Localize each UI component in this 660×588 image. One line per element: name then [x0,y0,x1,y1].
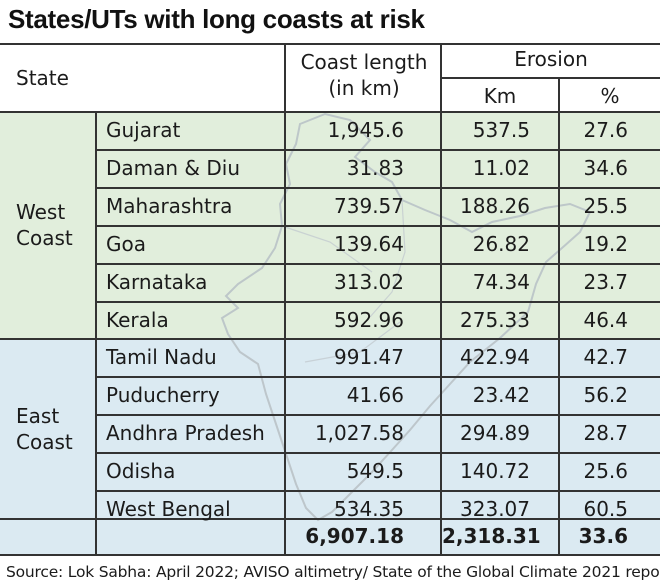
coast-length: 549.5 [346,459,404,483]
erosion-km: 140.72 [460,459,530,483]
total-coast-length: 6,907.18 [305,524,404,548]
state-name: Andhra Pradesh [106,421,265,445]
erosion-km: 537.5 [472,118,530,142]
coast-length: 41.66 [346,383,404,407]
row-rule [95,263,660,265]
erosion-km: 26.82 [472,232,530,256]
coast-length: 534.35 [334,497,404,521]
region-west-line2: Coast [16,226,73,250]
rule-col-pct [558,77,560,554]
state-name: Maharashtra [106,194,233,218]
header-coast-length: Coast length (in km) [288,49,440,101]
row-rule [95,376,660,378]
coast-length: 991.47 [334,345,404,369]
coast-length: 31.83 [346,156,404,180]
region-west-line1: West [16,200,66,224]
coast-erosion-table: State Coast length (in km) Erosion Km % … [0,43,660,556]
chart-title: States/UTs with long coasts at risk [8,4,425,34]
erosion-pct: 42.7 [583,345,628,369]
region-east-line2: Coast [16,430,73,454]
rule-header-bottom [0,111,660,113]
erosion-pct: 25.5 [583,194,628,218]
header-state: State [16,66,69,90]
row-rule [95,187,660,189]
rule-col-coast [284,43,286,554]
region-east-line1: East [16,404,60,428]
erosion-km: 74.34 [472,270,530,294]
erosion-pct: 28.7 [583,421,628,445]
rule-bottom [0,554,660,556]
coast-length: 1,027.58 [314,421,404,445]
state-name: Kerala [106,308,169,332]
erosion-pct: 27.6 [583,118,628,142]
erosion-km: 323.07 [460,497,530,521]
region-label-west: West Coast [16,199,73,251]
erosion-pct: 56.2 [583,383,628,407]
india-map-watermark [220,112,592,522]
erosion-pct: 19.2 [583,232,628,256]
state-name: Odisha [106,459,176,483]
state-name: Tamil Nadu [106,345,217,369]
header-coast-length-line2: (in km) [328,76,400,100]
header-coast-length-line1: Coast length [300,50,428,74]
row-rule [95,414,660,416]
header-erosion-pct: % [600,84,620,108]
coast-length: 139.64 [334,232,404,256]
erosion-km: 188.26 [460,194,530,218]
total-erosion-pct: 33.6 [578,524,628,548]
coast-length: 739.57 [334,194,404,218]
rule-region-divider [0,338,660,340]
row-rule [95,301,660,303]
erosion-km: 275.33 [460,308,530,332]
row-rule [95,490,660,492]
erosion-pct: 25.6 [583,459,628,483]
row-rule [95,452,660,454]
state-name: Karnataka [106,270,208,294]
source-note: Source: Lok Sabha: April 2022; AVISO alt… [6,563,660,581]
erosion-km: 294.89 [460,421,530,445]
total-erosion-km: 2,318.31 [442,524,541,548]
row-rule [95,225,660,227]
erosion-km: 23.42 [472,383,530,407]
row-rule [95,149,660,151]
state-name: Goa [106,232,146,256]
state-name: Gujarat [106,118,181,142]
state-name: Puducherry [106,383,220,407]
header-erosion-km: Km [483,84,517,108]
state-name: Daman & Diu [106,156,241,180]
rule-top [0,43,660,45]
erosion-pct: 60.5 [583,497,628,521]
erosion-pct: 34.6 [583,156,628,180]
erosion-km: 422.94 [460,345,530,369]
region-label-east: East Coast [16,403,73,455]
header-erosion: Erosion [514,47,588,71]
rule-col-km [440,43,442,554]
coast-length: 1,945.6 [327,118,404,142]
rule-col-state [95,111,97,554]
erosion-pct: 46.4 [583,308,628,332]
coast-length: 313.02 [334,270,404,294]
erosion-km: 11.02 [472,156,530,180]
erosion-pct: 23.7 [583,270,628,294]
state-name: West Bengal [106,497,231,521]
coast-length: 592.96 [334,308,404,332]
rule-erosion-sub [442,77,660,79]
rule-total-top [0,518,660,520]
